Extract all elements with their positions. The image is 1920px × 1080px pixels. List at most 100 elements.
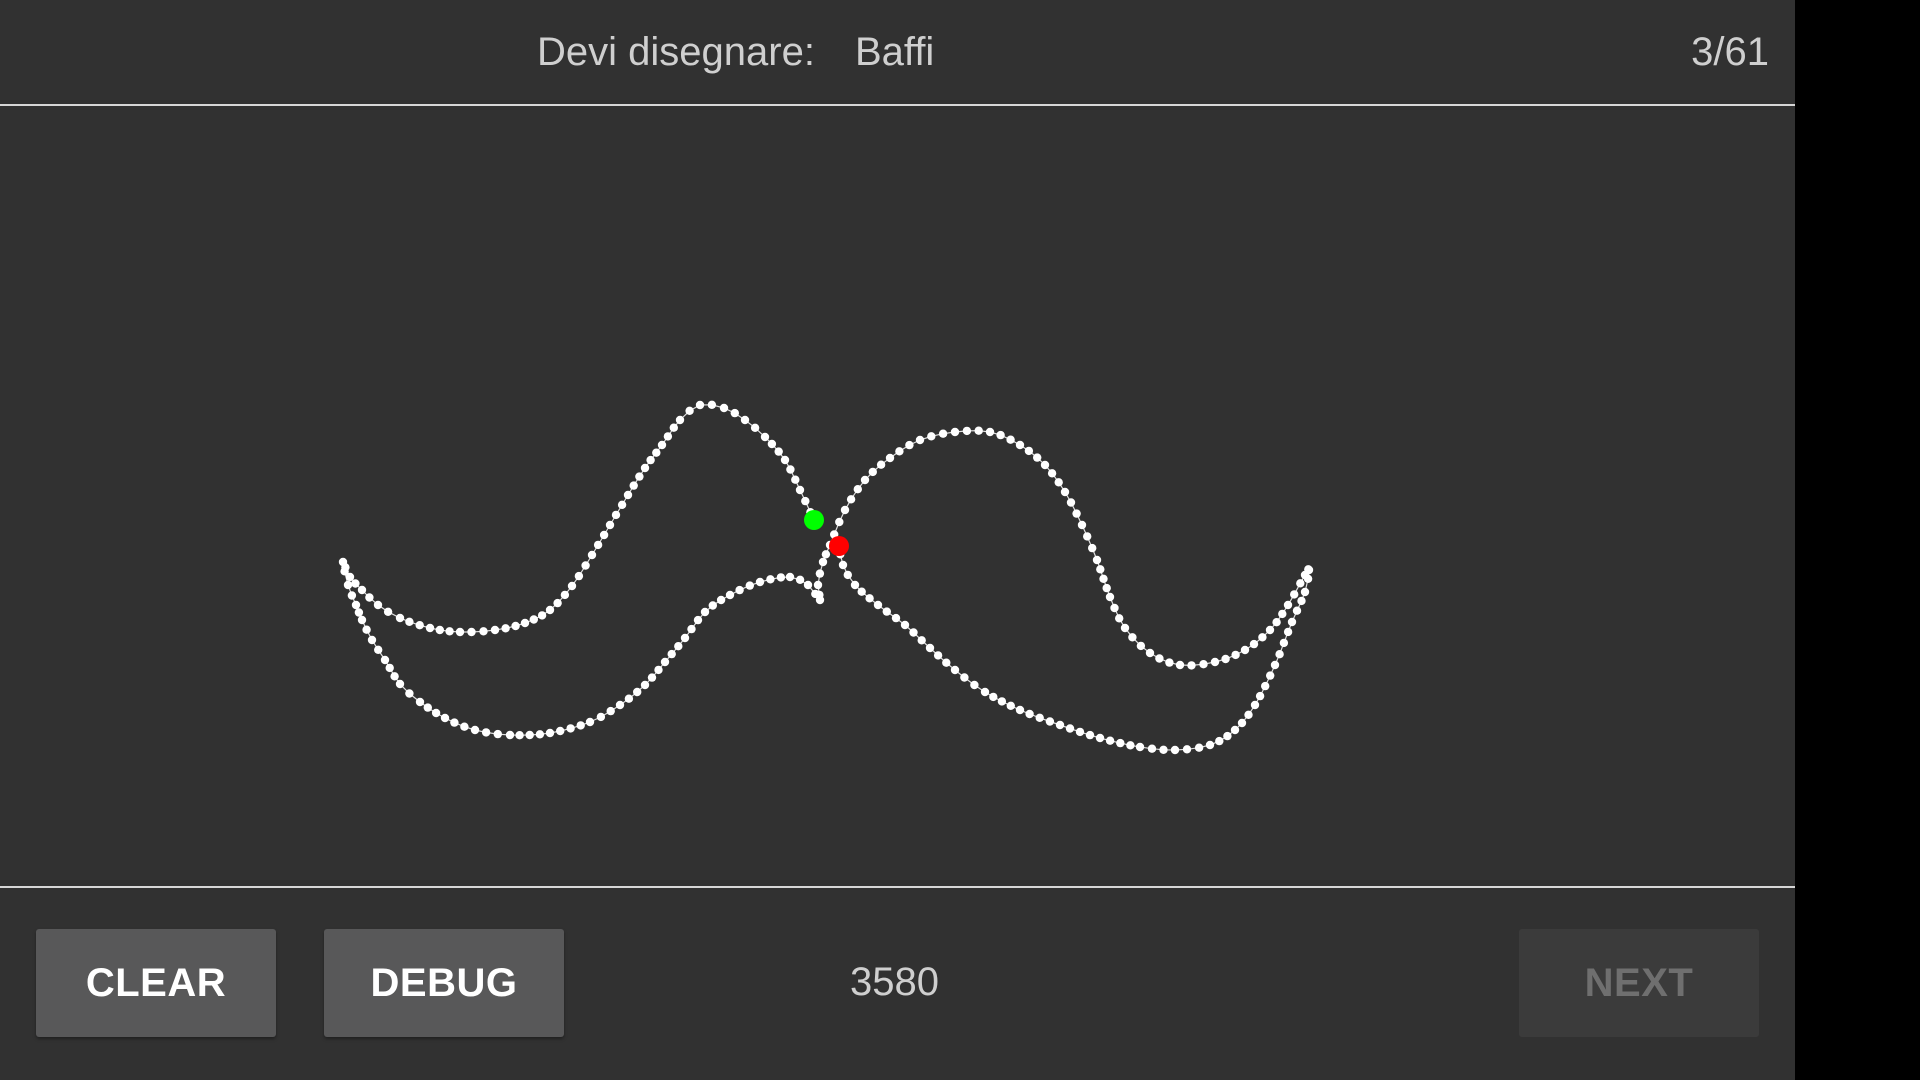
stroke-point <box>646 455 655 465</box>
stroke-point <box>663 432 673 441</box>
stroke-point <box>873 600 883 610</box>
stroke-point <box>1223 731 1232 741</box>
stroke-point <box>481 728 491 737</box>
stroke-point <box>537 611 547 620</box>
stroke-point <box>1006 435 1015 444</box>
stroke-point <box>1270 660 1280 670</box>
stroke-point <box>553 598 562 608</box>
stroke-point <box>479 627 488 636</box>
stroke-point <box>633 687 642 697</box>
stroke-point <box>1006 701 1015 710</box>
stroke-point <box>1221 654 1230 664</box>
stroke-point <box>791 475 800 484</box>
stroke-point <box>445 627 454 636</box>
stroke-point <box>868 467 877 477</box>
stroke-point <box>1120 623 1130 633</box>
drawing-canvas[interactable] <box>0 106 1795 886</box>
stroke-point <box>596 712 606 722</box>
stroke-point <box>933 651 943 660</box>
stroke-point <box>1237 718 1247 728</box>
stroke-point <box>515 731 524 740</box>
stroke-point <box>525 730 534 740</box>
stroke-point <box>383 607 393 616</box>
stroke-point <box>351 600 361 610</box>
stroke-point <box>1265 625 1275 635</box>
stroke-point <box>1283 627 1293 637</box>
stroke-point <box>1110 603 1119 613</box>
clear-button[interactable]: CLEAR <box>36 929 276 1037</box>
stroke-point <box>667 649 676 659</box>
stroke-point <box>1099 574 1108 583</box>
stroke-point <box>1092 555 1102 565</box>
stroke-point <box>1085 730 1095 740</box>
stroke-point <box>1072 509 1081 518</box>
stroke-point <box>574 571 584 581</box>
stroke-point <box>905 440 914 450</box>
stroke-point <box>850 580 860 590</box>
stroke-point <box>415 621 424 630</box>
stroke-point <box>803 580 813 590</box>
stroke-point <box>680 633 690 643</box>
stroke-point <box>615 700 625 710</box>
next-button[interactable]: NEXT <box>1519 929 1759 1037</box>
stroke-point <box>700 607 710 617</box>
stroke-point <box>950 665 960 675</box>
stroke-point <box>511 621 520 631</box>
stroke-point <box>925 643 935 653</box>
stroke-point <box>1095 733 1105 743</box>
stroke-path <box>342 404 1310 751</box>
stroke-point <box>560 590 570 600</box>
stroke-point <box>719 403 729 413</box>
stroke-point <box>390 672 399 681</box>
stroke-point <box>795 485 805 495</box>
stroke-point <box>1055 720 1065 730</box>
stroke-point <box>815 590 824 600</box>
stroke-point <box>1187 661 1196 670</box>
stroke-point <box>1272 618 1281 627</box>
stroke-point <box>505 730 515 740</box>
stroke-point <box>490 625 500 635</box>
stroke-point <box>1255 691 1265 701</box>
stroke-point <box>857 587 866 596</box>
stroke-point <box>750 423 760 432</box>
stroke-point <box>405 689 414 698</box>
stroke-point <box>821 550 831 559</box>
debug-button[interactable]: DEBUG <box>324 929 564 1037</box>
stroke-point <box>891 613 901 623</box>
stroke-point <box>493 729 502 739</box>
stroke-point <box>1258 633 1267 642</box>
stroke-point <box>340 567 349 576</box>
stroke-point <box>962 426 972 436</box>
stroke-point <box>1283 600 1293 610</box>
stroke-point <box>1215 736 1224 746</box>
stroke-point <box>1240 645 1250 655</box>
stroke-point <box>640 680 650 690</box>
stroke-point <box>1165 658 1174 667</box>
stroke-start-marker <box>804 510 824 530</box>
navigation-strip <box>1795 0 1920 1080</box>
stroke-point <box>367 635 377 645</box>
stroke-point <box>351 579 360 588</box>
stroke-point <box>801 496 810 506</box>
prompt-label: Devi disegnare: <box>537 30 815 74</box>
stroke-point <box>917 636 926 645</box>
stroke-point <box>343 580 353 590</box>
stroke-point <box>755 577 765 587</box>
stroke-point <box>687 624 696 634</box>
stroke-point <box>1194 743 1204 752</box>
stroke-point <box>556 726 565 736</box>
stroke-point <box>450 718 459 727</box>
stroke-point <box>695 400 705 410</box>
stroke-point <box>623 490 633 500</box>
footer-divider <box>0 886 1795 888</box>
drawing-svg <box>338 400 1314 755</box>
stroke-point <box>766 575 775 584</box>
stroke-point <box>1105 736 1115 745</box>
stroke-point <box>405 617 414 626</box>
stroke-point <box>652 448 661 457</box>
stroke-point <box>611 510 621 520</box>
stroke-point <box>1155 654 1164 663</box>
stroke-point <box>357 615 367 625</box>
stroke-point <box>980 687 990 697</box>
stroke-point <box>1145 648 1155 658</box>
